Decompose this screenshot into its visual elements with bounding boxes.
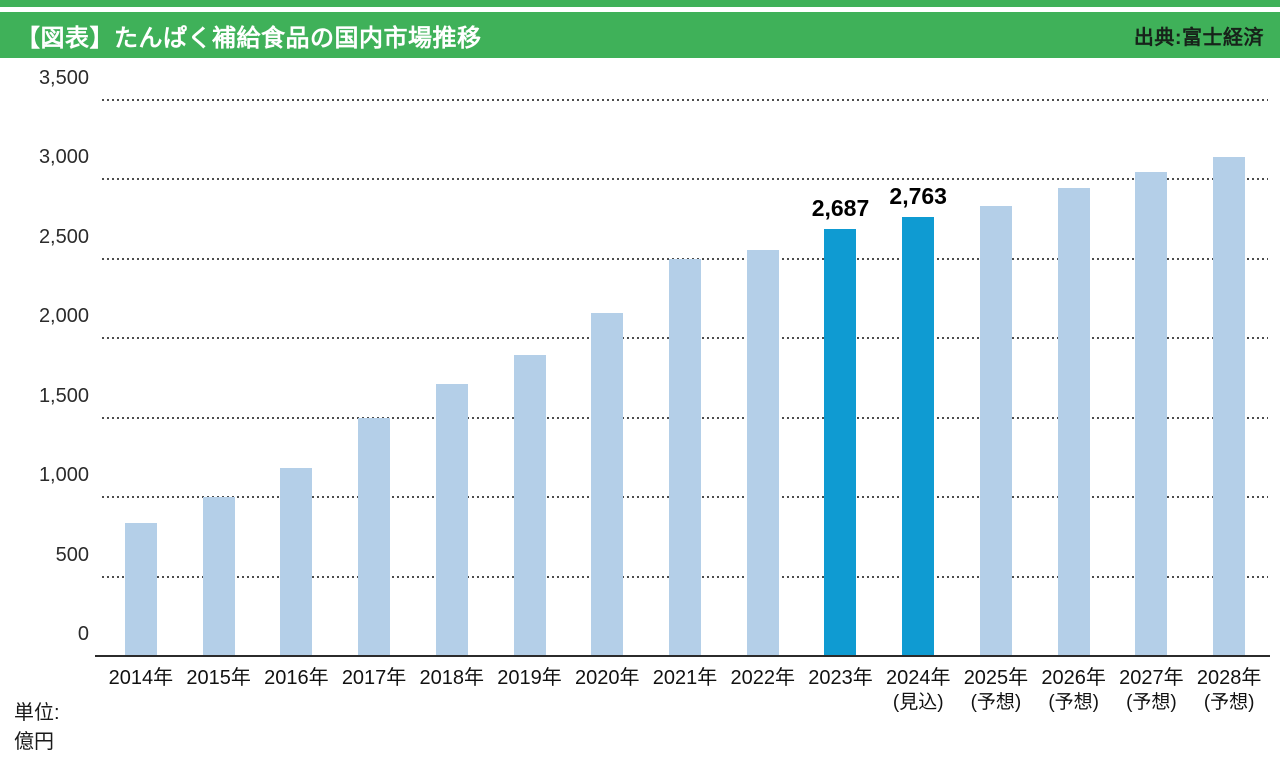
x-tick-2022年: 2022年 [724, 666, 802, 715]
y-tick-label-1500: 1,500 [38, 384, 89, 407]
x-tick-label: 2017年 [341, 667, 407, 689]
x-tick-sublabel: (予想) [1203, 692, 1255, 713]
bar-slot-2015年 [180, 100, 258, 656]
plot-area: 0 500 1,000 1,500 2,000 2,500 3,000 3,500 2,687… [39, 67, 1270, 657]
x-tick-2020年: 2020年 [568, 666, 646, 715]
bar-series: 2,687 2,763 [102, 100, 1268, 656]
x-axis-labels: 2014年 2015年 2016年 2017年 2018年 2019年 2020年 2021年… [102, 666, 1268, 715]
bar-slot-2014年 [102, 100, 180, 656]
bar-2026年 [1057, 188, 1090, 656]
top-green-strip [0, 0, 1280, 7]
x-tick-2019年: 2019年 [491, 666, 569, 715]
bar-slot-2023年: 2,687 [802, 100, 880, 656]
bar-2021年 [669, 258, 701, 656]
bar-2017年 [358, 417, 391, 656]
bar-2016年 [280, 467, 313, 656]
x-tick-label: 2014年 [108, 667, 174, 689]
x-tick-2015年: 2015年 [180, 666, 258, 715]
x-tick-2027年: 2027年 (予想) [1113, 666, 1191, 715]
x-tick-label: 2028年 [1196, 667, 1262, 689]
x-tick-sublabel: (予想) [970, 692, 1022, 713]
bar-highlighted-2024年 [902, 217, 935, 656]
bar-slot-2022年 [724, 100, 802, 656]
bar-2028年 [1213, 157, 1246, 656]
unit-note-line2: 億円 [14, 731, 54, 753]
bar-slot-2024年: 2,763 [879, 100, 957, 656]
y-tick-label-1000: 1,000 [38, 464, 89, 487]
x-tick-label: 2025年 [963, 667, 1029, 689]
x-tick-label: 2021年 [652, 667, 718, 689]
bar-value-label-2023年: 2,687 [811, 195, 870, 222]
x-tick-2017年: 2017年 [335, 666, 413, 715]
bar-slot-2020年 [568, 100, 646, 656]
bar-2022年 [746, 250, 779, 656]
unit-note: 単位: 億円 [14, 699, 60, 757]
bar-2018年 [435, 384, 468, 656]
x-tick-label: 2026年 [1041, 667, 1106, 689]
y-tick-label-500: 500 [55, 543, 89, 566]
bar-slot-2021年 [646, 100, 724, 656]
y-tick-label-0: 0 [77, 623, 89, 645]
bar-value-label-2024年: 2,763 [889, 183, 947, 210]
x-tick-sublabel: (見込) [892, 692, 944, 713]
x-tick-label: 2016年 [264, 667, 329, 689]
x-tick-label: 2019年 [497, 667, 562, 689]
x-tick-2023年: 2023年 [802, 666, 880, 715]
x-tick-label: 2018年 [419, 667, 485, 689]
x-tick-label: 2027年 [1119, 667, 1184, 689]
bar-slot-2026年 [1035, 100, 1113, 656]
y-tick-label-3000: 3,000 [38, 146, 89, 169]
x-tick-2028年: 2028年 (予想) [1190, 666, 1268, 715]
bar-2027年 [1135, 172, 1168, 656]
bar-2014年 [124, 522, 157, 656]
x-tick-sublabel: (予想) [1048, 692, 1099, 713]
y-tick-label-2500: 2,500 [38, 225, 89, 248]
x-tick-label: 2015年 [186, 667, 251, 689]
source-credit: 出典:富士経済 [1133, 26, 1264, 49]
bar-slot-2025年 [957, 100, 1035, 656]
x-tick-2024年: 2024年 (見込) [879, 666, 957, 715]
bar-slot-2028年 [1190, 100, 1268, 656]
x-tick-2016年: 2016年 [257, 666, 335, 715]
y-tick-label-3500: 3,500 [38, 67, 89, 89]
x-tick-2021年: 2021年 [646, 666, 724, 715]
bar-2020年 [591, 312, 624, 656]
x-tick-label: 2022年 [730, 667, 795, 689]
bar-slot-2016年 [257, 100, 335, 656]
x-tick-label: 2020年 [575, 667, 640, 689]
x-axis-line [95, 655, 1270, 657]
x-tick-sublabel: (予想) [1126, 692, 1177, 713]
bar-highlighted-2023年 [824, 229, 857, 656]
bar-slot-2019年 [491, 100, 569, 656]
bar-2015年 [202, 497, 235, 656]
bar-slot-2027年 [1113, 100, 1191, 656]
gridline-3500 [102, 99, 1268, 101]
gridline-3000 [102, 178, 1268, 181]
unit-note-line1: 単位: [14, 702, 60, 724]
x-tick-2025年: 2025年 (予想) [957, 666, 1035, 715]
title-bar: 【図表】たんぱく補給食品の国内市場推移 出典:富士経済 [0, 12, 1280, 58]
y-tick-label-2000: 2,000 [38, 305, 89, 328]
x-tick-2018年: 2018年 [413, 666, 491, 715]
x-tick-2026年: 2026年 (予想) [1035, 666, 1113, 715]
x-tick-2014年: 2014年 [102, 666, 180, 715]
bar-2019年 [513, 354, 546, 656]
x-tick-label: 2023年 [808, 667, 873, 689]
bar-2025年 [979, 205, 1012, 656]
page-title: 【図表】たんぱく補給食品の国内市場推移 [16, 24, 482, 52]
x-tick-label: 2024年 [885, 667, 951, 689]
bar-slot-2018年 [413, 100, 491, 656]
bar-slot-2017年 [335, 100, 413, 656]
